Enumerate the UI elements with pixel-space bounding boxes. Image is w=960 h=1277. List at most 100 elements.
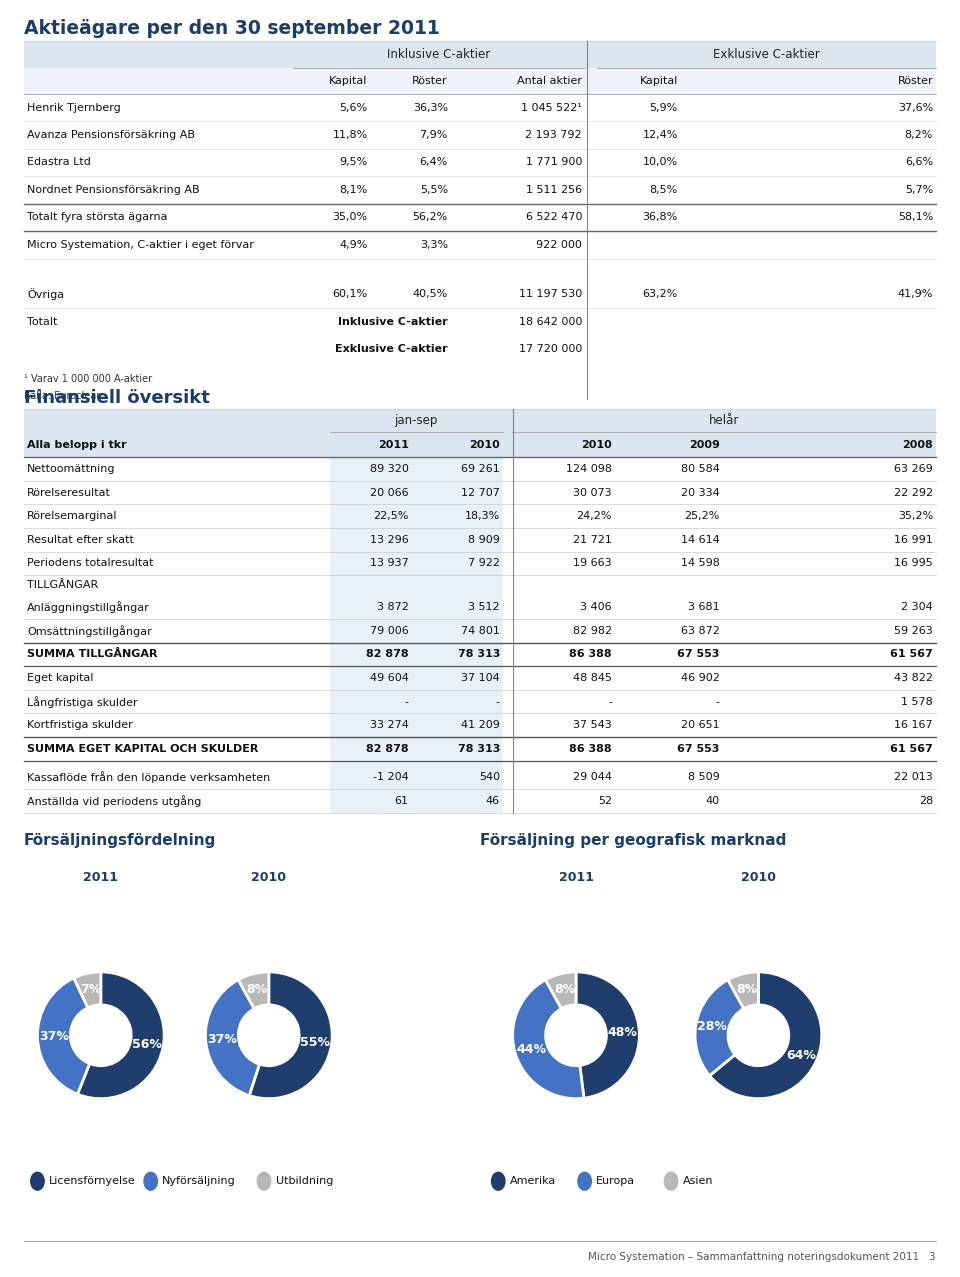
- Text: 2011: 2011: [559, 871, 593, 885]
- Wedge shape: [709, 972, 822, 1098]
- Wedge shape: [728, 972, 758, 1009]
- Text: 6,4%: 6,4%: [420, 157, 448, 167]
- Text: 8%: 8%: [247, 983, 268, 996]
- Text: 7 922: 7 922: [468, 558, 500, 568]
- Text: 16 995: 16 995: [895, 558, 933, 568]
- Text: 37,6%: 37,6%: [898, 102, 933, 112]
- Wedge shape: [250, 972, 332, 1098]
- Text: 19 663: 19 663: [573, 558, 612, 568]
- Wedge shape: [576, 972, 639, 1098]
- Text: 2011: 2011: [84, 871, 118, 885]
- Text: Anställda vid periodens utgång: Anställda vid periodens utgång: [27, 796, 202, 807]
- Text: 59 263: 59 263: [895, 626, 933, 636]
- Text: Kortfristiga skulder: Kortfristiga skulder: [27, 720, 132, 730]
- Bar: [329, 457, 503, 812]
- Text: -: -: [608, 697, 612, 706]
- Text: -: -: [405, 697, 409, 706]
- Text: Micro Systemation, C-aktier i eget förvar: Micro Systemation, C-aktier i eget förva…: [27, 240, 253, 250]
- Text: 63 269: 63 269: [895, 464, 933, 474]
- Text: 78 313: 78 313: [458, 744, 500, 753]
- Text: Inklusive C-aktier: Inklusive C-aktier: [387, 49, 491, 61]
- Text: 49 604: 49 604: [370, 673, 409, 683]
- Text: 3 512: 3 512: [468, 603, 500, 612]
- Text: 17 720 000: 17 720 000: [518, 345, 582, 354]
- Text: Europa: Europa: [596, 1176, 636, 1186]
- Text: 21 721: 21 721: [573, 535, 612, 545]
- Text: 12 707: 12 707: [461, 488, 500, 498]
- Text: 4,9%: 4,9%: [339, 240, 368, 250]
- Text: Nyförsäljning: Nyförsäljning: [162, 1176, 236, 1186]
- Text: ¹ Varav 1 000 000 A-aktier: ¹ Varav 1 000 000 A-aktier: [24, 374, 152, 384]
- Text: Edastra Ltd: Edastra Ltd: [27, 157, 91, 167]
- Text: 30 073: 30 073: [573, 488, 612, 498]
- Text: Nettoomättning: Nettoomättning: [27, 464, 115, 474]
- Text: 3,3%: 3,3%: [420, 240, 448, 250]
- Circle shape: [257, 1172, 271, 1190]
- Text: 5,9%: 5,9%: [650, 102, 678, 112]
- Text: 67 553: 67 553: [678, 744, 720, 753]
- Text: 10,0%: 10,0%: [642, 157, 678, 167]
- Bar: [24, 41, 936, 69]
- Text: 2010: 2010: [252, 871, 286, 885]
- Text: 36,3%: 36,3%: [413, 102, 448, 112]
- Text: Källa: Euroclear: Källa: Euroclear: [24, 391, 100, 401]
- Bar: [329, 457, 503, 812]
- Text: helår: helår: [708, 414, 739, 427]
- Text: 3 681: 3 681: [688, 603, 720, 612]
- Text: Övriga: Övriga: [27, 289, 64, 300]
- Wedge shape: [545, 972, 576, 1009]
- Text: Kapital: Kapital: [639, 77, 678, 86]
- Text: 8,2%: 8,2%: [904, 130, 933, 140]
- Text: 20 066: 20 066: [371, 488, 409, 498]
- Wedge shape: [695, 979, 744, 1075]
- Text: 48 845: 48 845: [573, 673, 612, 683]
- Text: 2008: 2008: [902, 439, 933, 450]
- Text: 40,5%: 40,5%: [413, 290, 448, 299]
- Text: 6,6%: 6,6%: [905, 157, 933, 167]
- Text: SUMMA EGET KAPITAL OCH SKULDER: SUMMA EGET KAPITAL OCH SKULDER: [27, 744, 258, 753]
- Text: Aktieägare per den 30 september 2011: Aktieägare per den 30 september 2011: [24, 19, 440, 38]
- Text: 64%: 64%: [786, 1048, 816, 1061]
- Text: 11,8%: 11,8%: [332, 130, 368, 140]
- Text: 36,8%: 36,8%: [642, 212, 678, 222]
- Text: jan-sep: jan-sep: [395, 414, 438, 427]
- Text: 48%: 48%: [608, 1025, 637, 1038]
- Bar: [24, 432, 936, 457]
- Text: 3 872: 3 872: [377, 603, 409, 612]
- Text: Totalt: Totalt: [27, 317, 58, 327]
- Wedge shape: [74, 972, 101, 1008]
- Text: 18 642 000: 18 642 000: [518, 317, 582, 327]
- Text: Försäljning per geografisk marknad: Försäljning per geografisk marknad: [480, 833, 786, 848]
- Text: 43 822: 43 822: [894, 673, 933, 683]
- Circle shape: [492, 1172, 505, 1190]
- Text: 1 578: 1 578: [901, 697, 933, 706]
- Text: 37%: 37%: [39, 1031, 69, 1043]
- Text: 86 388: 86 388: [569, 744, 612, 753]
- Text: 8 509: 8 509: [688, 773, 720, 783]
- Text: 37%: 37%: [207, 1033, 237, 1046]
- Wedge shape: [78, 972, 164, 1098]
- Text: 40: 40: [706, 796, 720, 806]
- Text: 28%: 28%: [697, 1020, 728, 1033]
- Text: Antal aktier: Antal aktier: [517, 77, 582, 86]
- Text: 3 406: 3 406: [581, 603, 612, 612]
- Text: Utbildning: Utbildning: [276, 1176, 333, 1186]
- Text: 29 044: 29 044: [573, 773, 612, 783]
- Text: SUMMA TILLGÅNGAR: SUMMA TILLGÅNGAR: [27, 650, 157, 659]
- Text: 41 209: 41 209: [461, 720, 500, 730]
- Text: 2 304: 2 304: [901, 603, 933, 612]
- Text: 16 991: 16 991: [895, 535, 933, 545]
- Text: 28: 28: [919, 796, 933, 806]
- Text: 7,9%: 7,9%: [420, 130, 448, 140]
- Text: Försäljningsfördelning: Försäljningsfördelning: [24, 833, 216, 848]
- Text: 12,4%: 12,4%: [642, 130, 678, 140]
- Text: 35,2%: 35,2%: [898, 511, 933, 521]
- Text: 82 982: 82 982: [573, 626, 612, 636]
- Text: Eget kapital: Eget kapital: [27, 673, 93, 683]
- Text: 8,1%: 8,1%: [340, 185, 368, 195]
- Text: 11 197 530: 11 197 530: [518, 290, 582, 299]
- Text: 2010: 2010: [741, 871, 776, 885]
- Text: 63,2%: 63,2%: [642, 290, 678, 299]
- Text: 82 878: 82 878: [366, 650, 409, 659]
- Text: Micro Systemation – Sammanfattning noteringsdokument 2011   3: Micro Systemation – Sammanfattning noter…: [588, 1251, 936, 1262]
